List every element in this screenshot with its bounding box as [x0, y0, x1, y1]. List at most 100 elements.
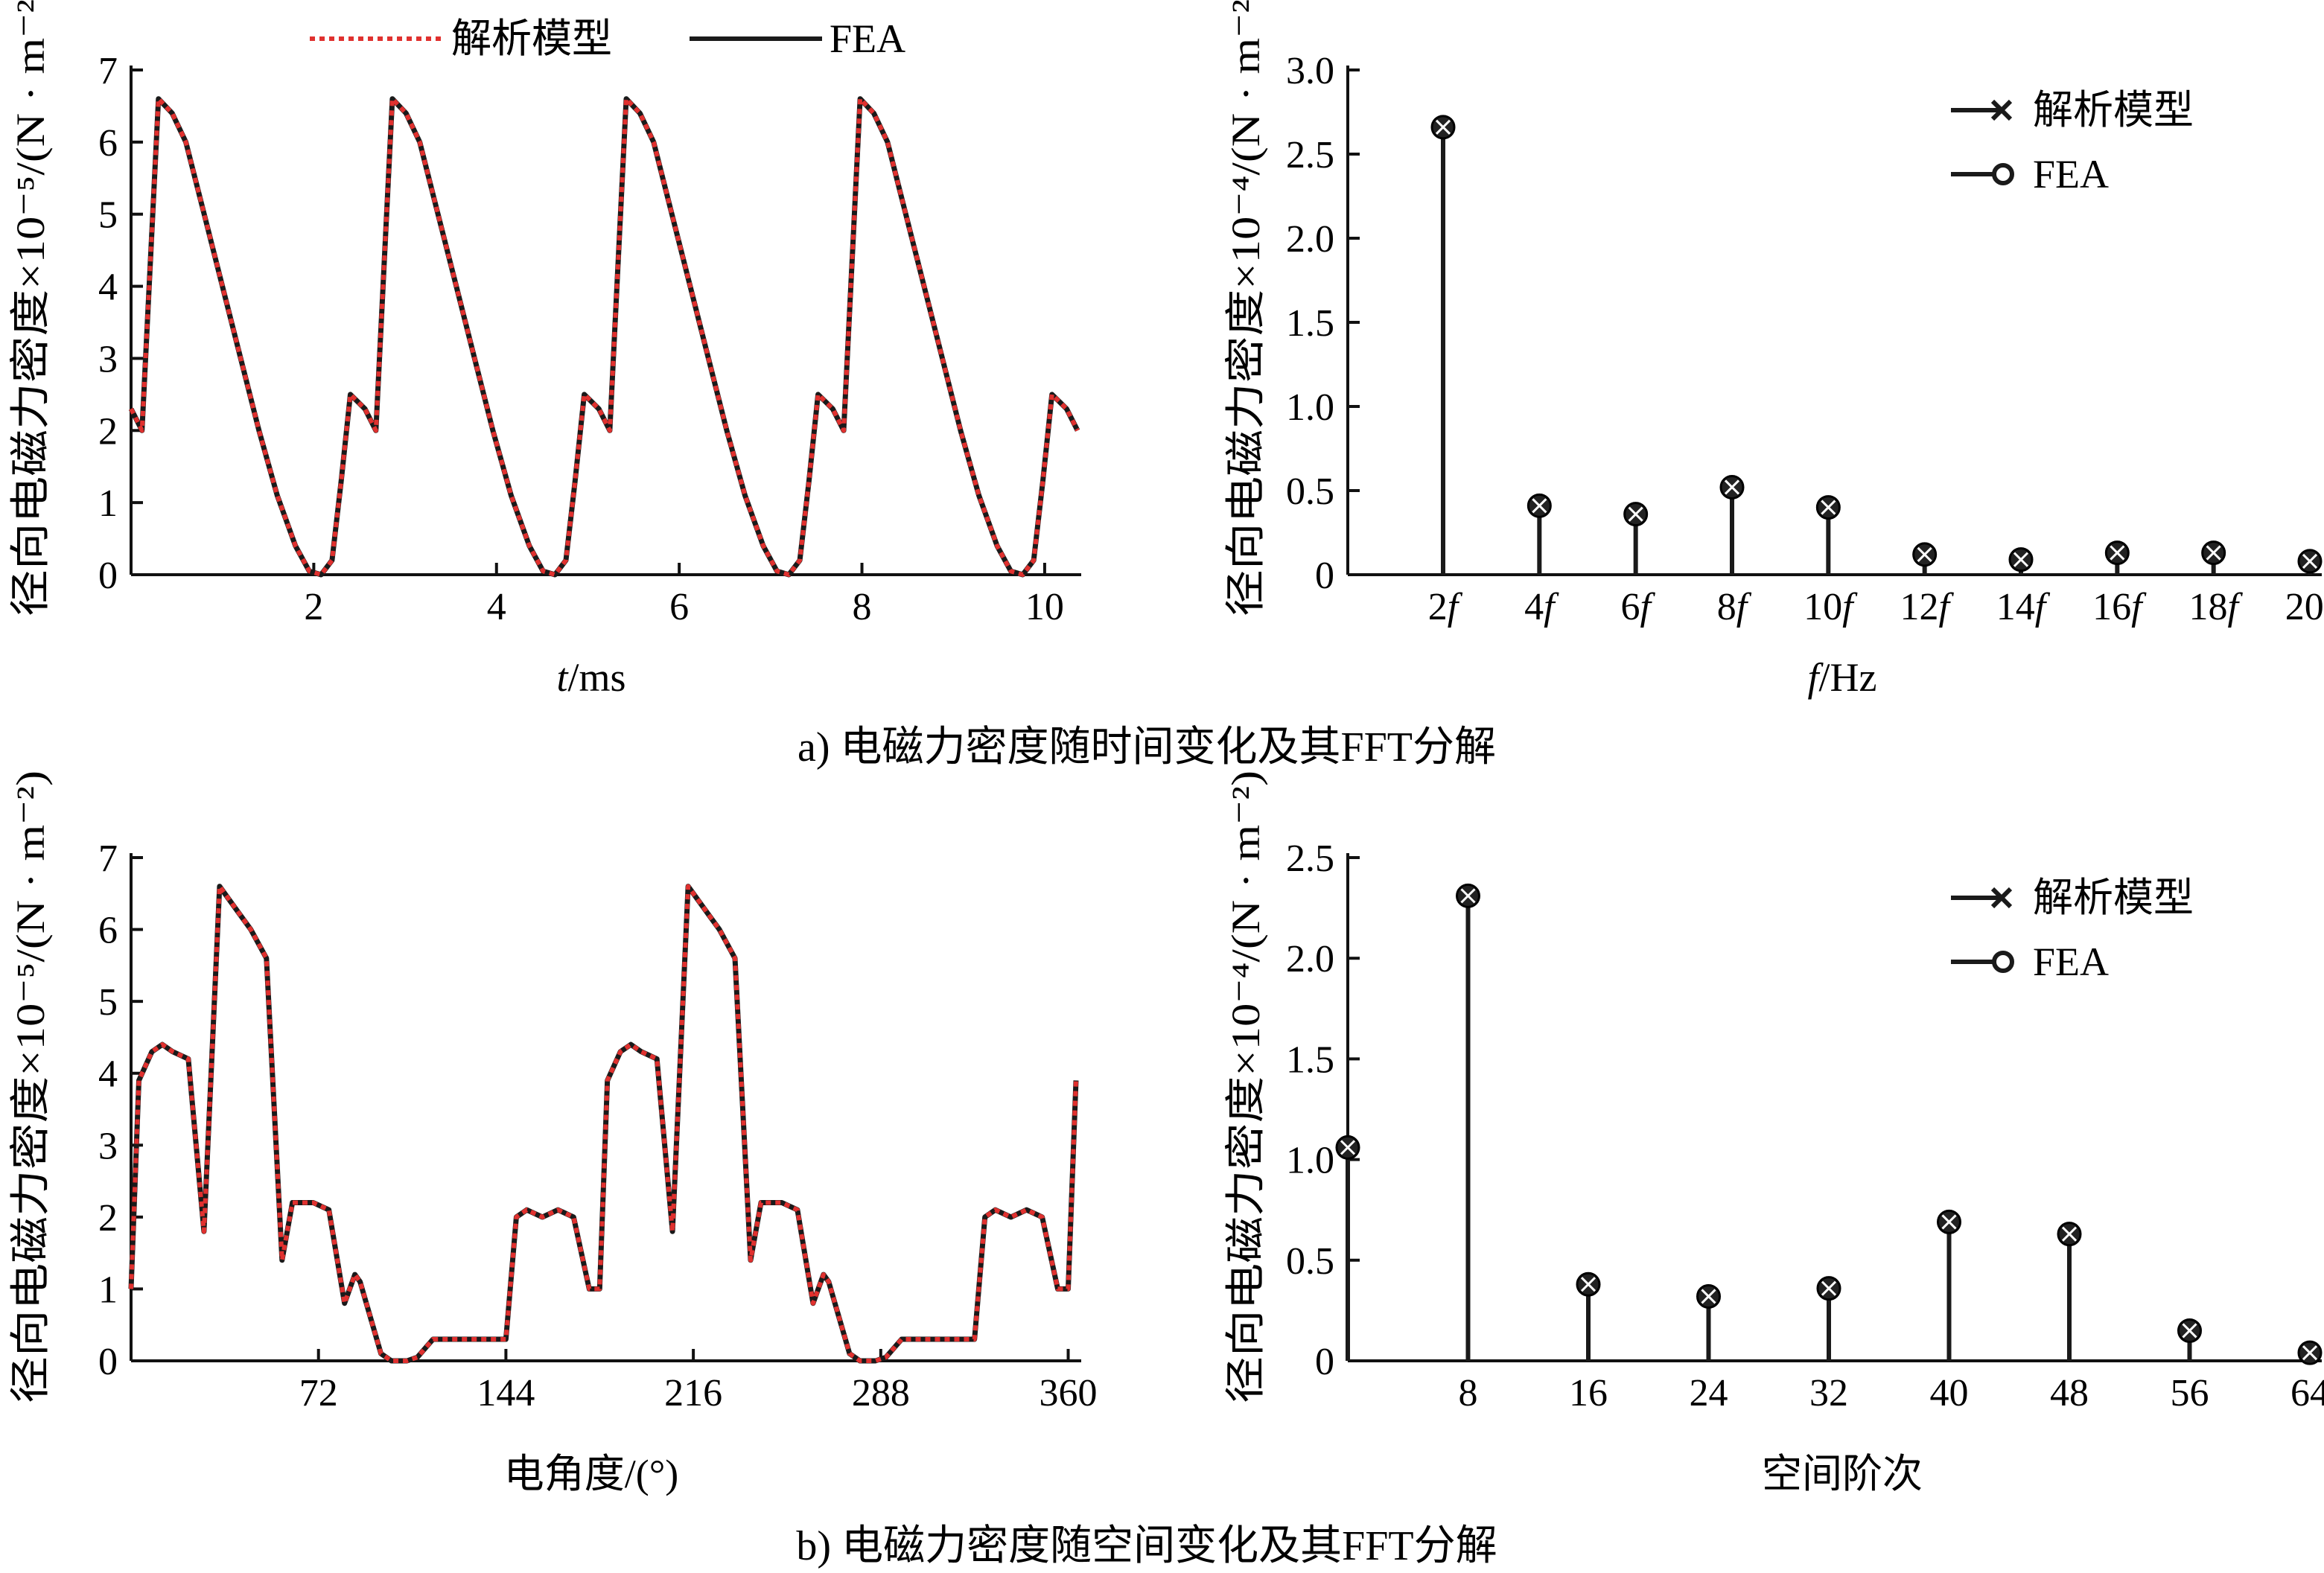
y-tick-label: 0	[98, 555, 118, 597]
y-tick-label: 1	[98, 1269, 118, 1311]
chart-panel-4: 0 0.5 1.0 1.5 2.0 2.5 径向电磁力密度×10⁻⁴/(N · m⁻²) 空间…	[1223, 770, 2324, 1496]
x-tick-label: 20f	[2285, 586, 2324, 628]
stem-marker-analytic	[2302, 553, 2318, 569]
y-tick-label: 2.5	[1286, 134, 1334, 176]
legend-x-marker	[1990, 99, 2013, 121]
chart-panel-2: 0 0.5 1.0 1.5 2.0 2.5 3.0 径向电磁力密度×10⁻⁴/(N · m⁻²…	[1223, 0, 2324, 700]
legend-o-marker	[1992, 163, 2014, 185]
y-tick-label: 5	[98, 194, 118, 237]
x-axis-label: 空间阶次	[1762, 1452, 1923, 1496]
x-axis-label: 电角度/(°)	[504, 1452, 679, 1496]
y-tick-label: 1.5	[1286, 302, 1334, 345]
x-tick-label: 360	[1040, 1372, 1098, 1414]
x-tick-label: 8	[853, 586, 872, 628]
y-tick-label: 6	[98, 910, 118, 952]
x-tick-label: 10f	[1804, 586, 1858, 628]
caption-a: a) 电磁力密度随时间变化及其FFT分解	[798, 724, 1496, 770]
stem-marker-analytic	[1941, 1214, 1957, 1230]
stem-marker-analytic	[1460, 888, 1476, 904]
y-tick-label: 3	[98, 338, 118, 380]
y-tick-label: 4	[98, 1053, 118, 1096]
x-tick-label: 4	[487, 586, 506, 628]
x-tick-label: 12f	[1900, 586, 1954, 628]
x-tick-label: 64	[2290, 1372, 2324, 1414]
y-tick-label: 7	[98, 837, 118, 880]
stem-marker-analytic	[1724, 479, 1740, 495]
y-tick-label: 2.0	[1286, 218, 1334, 261]
stem-marker-analytic	[1821, 1280, 1837, 1296]
legend-label-fea: FEA	[830, 16, 905, 61]
series-line-fea	[128, 96, 1080, 578]
legend-label-analytic: 解析模型	[2033, 88, 2194, 133]
x-axis-label: t/ms	[556, 655, 625, 700]
stem-marker-analytic	[2302, 1345, 2318, 1361]
y-tick-label: 3.0	[1286, 50, 1334, 92]
stem-marker-analytic	[1701, 1289, 1716, 1304]
y-tick-label: 6	[98, 122, 118, 165]
y-tick-label: 1.0	[1286, 386, 1334, 429]
x-tick-label: 18f	[2188, 586, 2243, 628]
y-axis-label: 径向电磁力密度×10⁻⁴/(N · m⁻²)	[1223, 0, 1268, 616]
x-tick-label: 32	[1809, 1372, 1848, 1414]
stem-marker-analytic	[2110, 545, 2125, 561]
y-tick-label: 7	[98, 50, 118, 92]
y-tick-label: 5	[98, 981, 118, 1024]
x-tick-label: 48	[2050, 1372, 2089, 1414]
x-tick-label: 288	[852, 1372, 910, 1414]
stem-marker-analytic	[2182, 1323, 2197, 1339]
stem-marker-analytic	[1628, 506, 1643, 522]
y-tick-label: 1.0	[1286, 1140, 1334, 1182]
y-tick-label: 1.5	[1286, 1038, 1334, 1081]
stem-marker-analytic	[1532, 498, 1547, 514]
y-axis-label: 径向电磁力密度×10⁻⁵/(N · m⁻²)	[8, 0, 53, 616]
y-tick-label: 0	[98, 1341, 118, 1383]
x-tick-label: 14f	[1996, 586, 2051, 628]
legend-label-fea: FEA	[830, 16, 905, 61]
x-tick-label: 2	[304, 586, 323, 628]
y-axis-label: 径向电磁力密度×10⁻⁵/(N · m⁻²)	[8, 770, 53, 1403]
x-tick-label: 8f	[1717, 586, 1752, 628]
y-tick-label: 3	[98, 1125, 118, 1167]
stem-marker-analytic	[1580, 1277, 1596, 1292]
x-tick-label: 56	[2171, 1372, 2209, 1414]
x-tick-label: 2f	[1428, 586, 1463, 628]
legend-label-fea: FEA	[2033, 152, 2109, 197]
stem-marker-analytic	[1340, 1140, 1356, 1155]
x-tick-label: 10	[1025, 586, 1064, 628]
legend-x-marker	[1990, 887, 2013, 909]
legend-label-analytic: 解析模型	[2033, 875, 2194, 920]
y-tick-label: 2	[98, 1197, 118, 1239]
stem-marker-analytic	[2206, 545, 2221, 561]
y-tick-label: 2	[98, 410, 118, 453]
x-tick-label: 40	[1930, 1372, 1969, 1414]
y-tick-label: 1	[98, 482, 118, 525]
x-tick-label: 16	[1569, 1372, 1608, 1414]
x-tick-label: 6f	[1620, 586, 1655, 628]
legend-label-analytic: 解析模型	[451, 16, 612, 61]
chart-panel-1: 0 1 2 3 4 5 6 7 径向电磁力密度×10⁻⁵/(N · m⁻²) t/ms 2 4 6 8 10…	[8, 0, 1081, 700]
legend-o-marker	[1992, 951, 2014, 973]
x-tick-label: 8	[1459, 1372, 1478, 1414]
x-axis-label: f/Hz	[1808, 655, 1877, 700]
series-line-fea	[128, 884, 1079, 1364]
stem-marker-analytic	[1435, 119, 1451, 135]
x-tick-label: 24	[1690, 1372, 1728, 1414]
stem-marker-analytic	[1821, 500, 1836, 515]
legend-label-fea: FEA	[2033, 939, 2109, 984]
x-tick-label: 6	[669, 586, 689, 628]
x-tick-label: 72	[299, 1372, 338, 1414]
y-tick-label: 2.0	[1286, 938, 1334, 980]
series-line-analytic	[129, 884, 1078, 1363]
legend-label-analytic: 解析模型	[451, 16, 612, 61]
y-tick-label: 0.5	[1286, 1240, 1334, 1283]
stem-marker-analytic	[2013, 552, 2029, 567]
stem-marker-analytic	[2061, 1226, 2078, 1242]
y-axis-label: 径向电磁力密度×10⁻⁴/(N · m⁻²)	[1223, 770, 1268, 1403]
x-tick-label: 16f	[2092, 586, 2147, 628]
caption-b: b) 电磁力密度随空间变化及其FFT分解	[796, 1523, 1497, 1569]
y-tick-label: 0.5	[1286, 470, 1334, 513]
x-tick-label: 4f	[1524, 586, 1559, 628]
x-tick-label: 216	[664, 1372, 722, 1414]
